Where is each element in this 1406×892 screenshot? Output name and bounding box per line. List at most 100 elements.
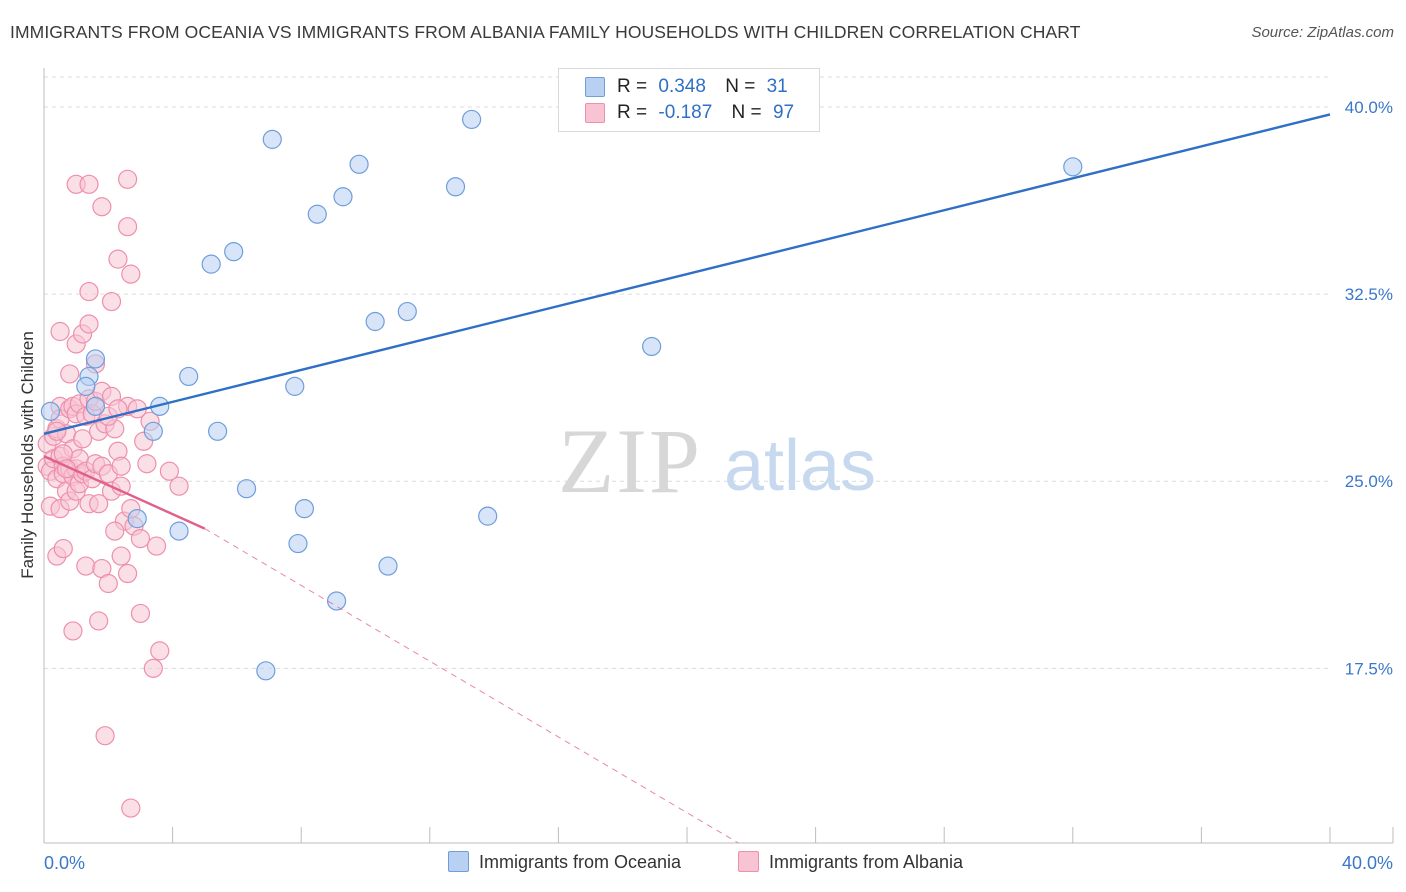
oceania-point (349, 154, 369, 174)
oceania-point (85, 349, 106, 369)
tick-labels: 17.5% 25.0% 32.5% 40.0% 0.0% 40.0% (44, 98, 1393, 873)
chart-title: IMMIGRANTS FROM OCEANIA VS IMMIGRANTS FR… (10, 22, 1081, 42)
oceania-point (333, 187, 353, 207)
albania-point (146, 536, 167, 556)
watermark-zip: ZIP (558, 410, 702, 512)
albania-point (111, 456, 131, 476)
oceania-point (1063, 157, 1083, 177)
albania-point (72, 429, 93, 449)
y-tick-label: 17.5% (1345, 659, 1393, 678)
albania-point (143, 658, 163, 678)
watermark-atlas: atlas (724, 426, 876, 506)
albania-point (121, 798, 141, 818)
albania-point (150, 641, 170, 661)
albania-point (117, 169, 138, 189)
albania-trendline (43, 455, 206, 530)
oceania-point (294, 499, 315, 519)
oceania-point (76, 376, 96, 396)
albania-point (101, 291, 122, 312)
oceania-point (378, 556, 398, 576)
albania-r-value: -0.187 (658, 102, 713, 123)
oceania-point (236, 479, 257, 499)
stats-box: R = 0.348 N = 31 R = -0.187 N = 97 (558, 68, 820, 132)
oceania-point (208, 421, 228, 441)
legend-oceania-label: Immigrants from Oceania (479, 852, 682, 872)
x-tick-label: 0.0% (44, 853, 85, 873)
albania-point (89, 494, 109, 514)
albania-point (121, 264, 141, 284)
oceania-trendline (43, 113, 1331, 435)
albania-point (79, 174, 99, 194)
y-tick-label: 25.0% (1345, 472, 1393, 491)
gridlines (44, 76, 1330, 669)
legend-albania-label: Immigrants from Albania (769, 852, 964, 872)
oceania-n-label: N = (725, 76, 756, 97)
oceania-point (445, 177, 466, 197)
stats-row-albania: R = -0.187 N = 97 (559, 101, 819, 127)
oceania-point (365, 311, 385, 332)
oceania-point (224, 242, 244, 262)
oceania-point (478, 506, 498, 526)
albania-point (117, 217, 138, 237)
trendlines (43, 113, 1331, 844)
legend-item-oceania[interactable]: Immigrants from Oceania (448, 851, 681, 877)
albania-point (53, 538, 73, 559)
albania-point (105, 521, 125, 541)
oceania-point (256, 661, 276, 681)
oceania-point (397, 301, 417, 322)
oceania-point (288, 533, 308, 554)
albania-n-label: N = (731, 102, 762, 123)
albania-point (130, 528, 151, 549)
y-tick-label: 32.5% (1345, 285, 1393, 304)
albania-points (37, 169, 189, 818)
oceania-swatch (585, 77, 605, 97)
oceania-r-value: 0.348 (658, 76, 706, 97)
albania-point (137, 454, 157, 474)
albania-point (159, 461, 179, 481)
albania-point (130, 603, 151, 624)
albania-point (89, 611, 109, 631)
oceania-point (85, 396, 106, 416)
albania-point (60, 364, 80, 384)
oceania-point (285, 376, 305, 396)
oceania-point (262, 129, 282, 149)
oceania-n-value: 31 (766, 76, 788, 97)
oceania-point (179, 366, 199, 387)
albania-point (117, 563, 138, 584)
albania-swatch (585, 103, 605, 123)
x-tick-label: 40.0% (1342, 853, 1393, 873)
oceania-point (127, 509, 147, 529)
oceania-point (201, 254, 221, 274)
oceania-point (642, 336, 662, 357)
watermark: ZIP atlas (558, 410, 876, 512)
albania-point (111, 476, 131, 496)
source-label: Source: ZipAtlas.com (1251, 24, 1394, 41)
albania-n-value: 97 (772, 102, 795, 123)
albania-point (92, 197, 112, 217)
legend-albania-swatch (738, 851, 759, 872)
albania-point (95, 726, 115, 746)
albania-point (108, 249, 128, 269)
albania-point (76, 556, 96, 576)
albania-point (169, 476, 189, 496)
albania-point (79, 314, 99, 334)
y-tick-label: 40.0% (1345, 98, 1393, 117)
oceania-points (40, 109, 1083, 681)
albania-r-label: R = (617, 102, 648, 123)
oceania-point (461, 109, 482, 130)
albania-point (111, 546, 131, 566)
oceania-point (40, 401, 61, 421)
oceania-point (326, 591, 347, 611)
legend-item-albania[interactable]: Immigrants from Albania (738, 851, 963, 877)
oceania-point (143, 421, 163, 441)
albania-trendline-extension (204, 528, 739, 844)
oceania-point (307, 204, 327, 224)
albania-point (79, 281, 99, 302)
albania-point (63, 621, 83, 641)
stats-row-oceania: R = 0.348 N = 31 (559, 75, 819, 101)
albania-point (50, 321, 70, 342)
oceania-r-label: R = (617, 76, 648, 97)
albania-point (98, 573, 118, 594)
axes (43, 68, 1394, 844)
